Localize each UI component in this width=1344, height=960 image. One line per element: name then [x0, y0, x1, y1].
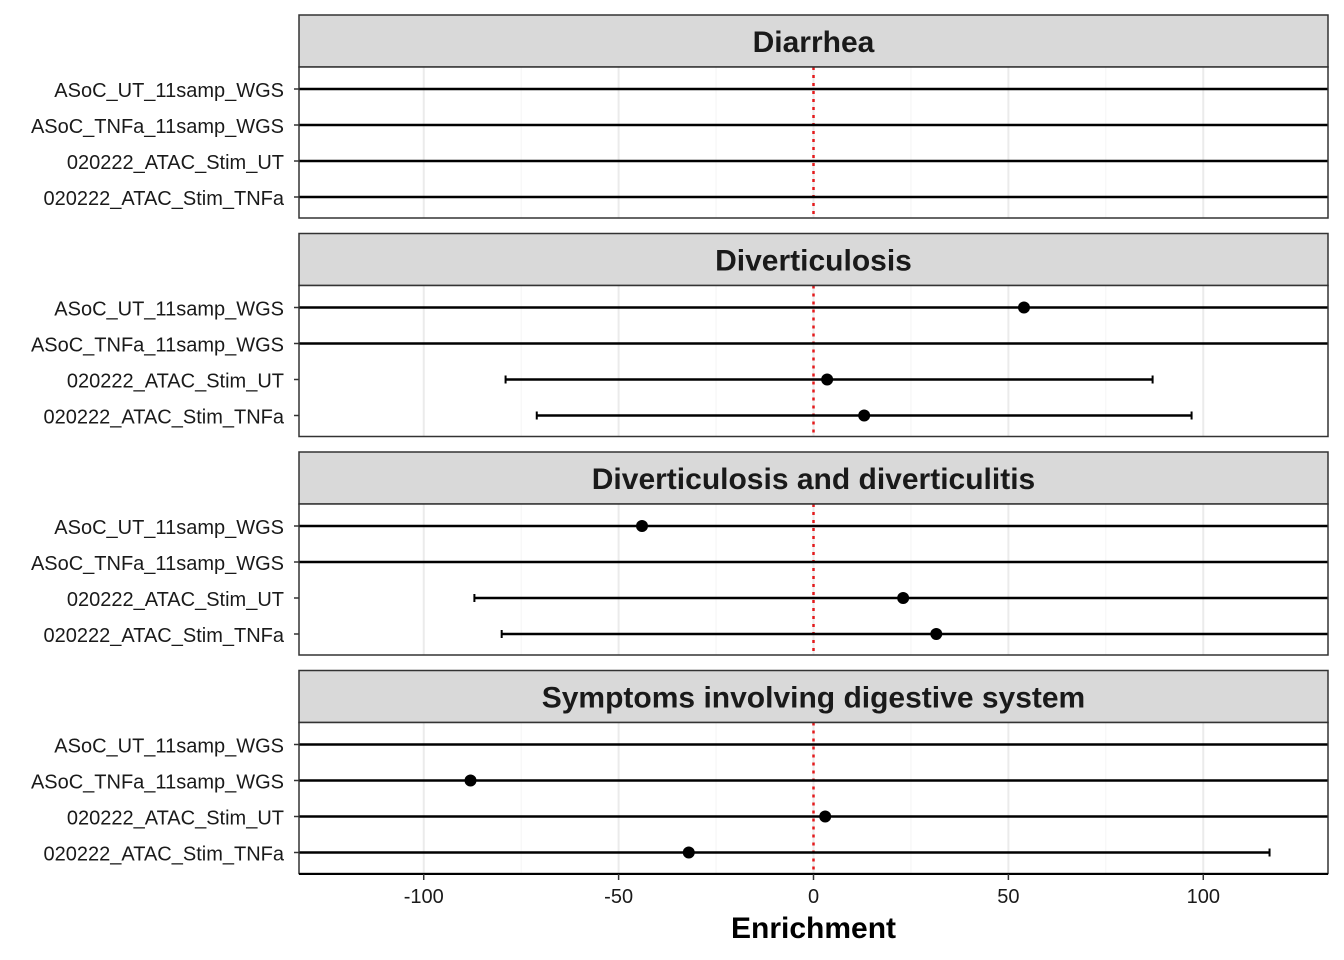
y-tick-label: ASoC_TNFa_11samp_WGS [31, 553, 284, 575]
x-tick-label: 0 [808, 886, 819, 908]
panel-border [298, 284, 1329, 438]
y-tick-label: 020222_ATAC_Stim_UT [67, 589, 284, 611]
x-axis: -100 -50 0 50 100 Enrichment [299, 873, 1328, 945]
panel-border [298, 503, 1329, 656]
facet-panel: Diverticulosis ASoC_UT_11samp_WGS ASoC_TNF… [31, 232, 1329, 438]
point-estimate [930, 628, 943, 640]
y-tick-label: 020222_ATAC_Stim_UT [67, 152, 284, 174]
facet-title: Diverticulosis and diverticulitis [592, 463, 1035, 496]
facet-title: Symptoms involving digestive system [542, 682, 1086, 715]
facet-title: Diverticulosis [715, 245, 912, 278]
y-tick-label: ASoC_TNFa_11samp_WGS [31, 772, 284, 794]
y-tick-label: 020222_ATAC_Stim_TNFa [44, 844, 285, 866]
panels: Diarrhea ASoC_UT_11samp_WGS ASoC_TNFa_11sa… [31, 14, 1329, 875]
x-ticks: -100 -50 0 50 100 [404, 874, 1220, 908]
facet-strip [298, 14, 1329, 68]
facet-strip [298, 669, 1329, 724]
y-tick-label: 020222_ATAC_Stim_TNFa [44, 625, 285, 647]
y-tick-label: 020222_ATAC_Stim_UT [67, 808, 284, 830]
facet-panel: Diverticulosis and diverticulitis ASoC_UT… [31, 451, 1329, 656]
point-estimate [636, 520, 648, 532]
point-estimate [1017, 301, 1030, 314]
y-tick-label: 020222_ATAC_Stim_TNFa [44, 407, 285, 429]
x-tick-label: -100 [404, 886, 444, 908]
point-estimate [819, 810, 832, 823]
point-estimate [897, 592, 910, 604]
point-estimate [821, 373, 834, 386]
x-tick-label: 50 [997, 886, 1019, 908]
x-tick-label: -50 [604, 886, 633, 908]
panel-border [298, 66, 1329, 219]
y-tick-label: ASoC_TNFa_11samp_WGS [31, 335, 284, 357]
facet-panel: Diarrhea ASoC_UT_11samp_WGS ASoC_TNFa_11sa… [31, 14, 1329, 219]
point-estimate [858, 409, 871, 422]
y-tick-label: ASoC_UT_11samp_WGS [54, 299, 284, 321]
point-estimate [682, 846, 695, 859]
y-tick-label: 020222_ATAC_Stim_UT [67, 371, 284, 393]
facet-title: Diarrhea [753, 26, 875, 59]
facet-panel: Symptoms involving digestive system ASoC_… [31, 669, 1329, 875]
point-estimate [464, 774, 477, 787]
y-tick-label: ASoC_UT_11samp_WGS [54, 517, 284, 539]
y-tick-label: ASoC_UT_11samp_WGS [54, 736, 284, 758]
x-tick-label: 100 [1187, 886, 1220, 908]
y-tick-label: 020222_ATAC_Stim_TNFa [44, 188, 285, 210]
y-tick-label: ASoC_UT_11samp_WGS [54, 80, 284, 102]
y-tick-label: ASoC_TNFa_11samp_WGS [31, 116, 284, 138]
x-axis-title: Enrichment [731, 912, 896, 945]
